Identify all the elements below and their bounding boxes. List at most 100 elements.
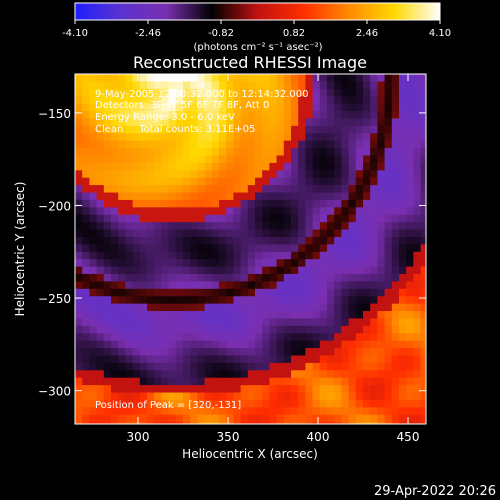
heatmap-cell xyxy=(305,266,314,275)
heatmap-cell xyxy=(406,199,414,208)
heatmap-cell xyxy=(269,192,278,201)
heatmap-cell xyxy=(168,81,177,90)
heatmap-cell xyxy=(262,214,270,223)
heatmap-cell xyxy=(283,355,292,364)
heatmap-cell xyxy=(305,370,314,379)
heatmap-cell xyxy=(413,140,422,149)
heatmap-cell xyxy=(219,125,227,134)
heatmap-cell xyxy=(399,162,407,171)
heatmap-cell xyxy=(175,140,184,149)
heatmap-cell xyxy=(384,422,393,424)
heatmap-cell xyxy=(370,414,378,423)
heatmap-cell xyxy=(96,236,105,245)
heatmap-cell xyxy=(363,333,371,342)
heatmap-cell xyxy=(82,244,90,253)
heatmap-cell xyxy=(132,148,141,156)
heatmap-cell xyxy=(75,111,83,119)
heatmap-cell xyxy=(132,333,141,342)
heatmap-cell xyxy=(319,259,328,268)
heatmap-cell xyxy=(298,362,306,371)
heatmap-cell xyxy=(103,133,112,142)
heatmap-cell xyxy=(334,207,342,216)
heatmap-cell xyxy=(154,340,162,349)
heatmap-cell xyxy=(305,303,314,312)
heatmap-cell xyxy=(240,170,249,179)
heatmap-cell xyxy=(75,125,83,134)
heatmap-cell xyxy=(139,155,148,164)
heatmap-cell xyxy=(226,333,234,342)
heatmap-cell xyxy=(247,303,256,312)
heatmap-cell xyxy=(298,214,306,223)
heatmap-cell xyxy=(420,185,426,194)
heatmap-cell xyxy=(175,288,184,297)
heatmap-cell xyxy=(276,303,285,312)
heatmap-cell xyxy=(168,355,177,364)
heatmap-cell xyxy=(341,96,350,105)
heatmap-cell xyxy=(305,407,314,416)
heatmap-cell xyxy=(283,229,292,238)
heatmap-cell xyxy=(139,340,148,349)
heatmap-cell xyxy=(132,392,141,401)
heatmap-cell xyxy=(341,148,350,156)
heatmap-cell xyxy=(147,177,155,186)
heatmap-cell xyxy=(111,340,119,349)
heatmap-cell xyxy=(370,274,378,282)
heatmap-cell xyxy=(269,399,278,408)
heatmap-cell xyxy=(413,385,422,394)
colorbar-tick-label: 0.82 xyxy=(283,28,305,39)
heatmap-cell xyxy=(413,348,422,356)
heatmap-cell xyxy=(255,140,263,149)
heatmap-cell xyxy=(247,399,256,408)
heatmap-cell xyxy=(240,148,249,156)
colorbar-ticks: -4.10 -2.46 -0.82 0.82 2.46 4.10 xyxy=(62,20,451,39)
heatmap-cell xyxy=(283,325,292,334)
heatmap-cell xyxy=(276,355,285,364)
heatmap-cell xyxy=(233,81,242,90)
heatmap-cell xyxy=(391,214,400,223)
heatmap-cell xyxy=(168,303,177,312)
heatmap-cell xyxy=(276,281,285,290)
heatmap-cell xyxy=(111,96,119,105)
heatmap-cell xyxy=(161,414,170,423)
heatmap-cell xyxy=(406,88,414,97)
plot-frame xyxy=(74,73,427,425)
heatmap-cell xyxy=(111,74,119,82)
heatmap-cell xyxy=(82,274,90,282)
heatmap-cell xyxy=(111,111,119,119)
heatmap-cell xyxy=(255,96,263,105)
heatmap-cell xyxy=(168,236,177,245)
heatmap-cell xyxy=(96,88,105,97)
heatmap-cell xyxy=(154,199,162,208)
heatmap-cell xyxy=(399,399,407,408)
heatmap-cell xyxy=(334,303,342,312)
heatmap-cell xyxy=(283,392,292,401)
heatmap-cell xyxy=(168,318,177,327)
heatmap-cell xyxy=(363,422,371,424)
heatmap-cell xyxy=(211,140,220,149)
heatmap-cell xyxy=(204,88,213,97)
heatmap-cell xyxy=(125,251,134,260)
heatmap-cell xyxy=(348,192,357,201)
heatmap-cell xyxy=(334,170,342,179)
heatmap-cell xyxy=(125,399,134,408)
heatmap-cell xyxy=(370,251,378,260)
heatmap-cell xyxy=(233,74,242,82)
heatmap-cell xyxy=(341,288,350,297)
heatmap-cell xyxy=(399,392,407,401)
heatmap-cell xyxy=(175,414,184,423)
heatmap-cell xyxy=(291,155,299,164)
heatmap-cell xyxy=(96,362,105,371)
heatmap-cell xyxy=(75,177,83,186)
heatmap-cell xyxy=(219,96,227,105)
heatmap-cell xyxy=(327,88,335,97)
heatmap-cell xyxy=(211,207,220,216)
heatmap-cell xyxy=(399,377,407,386)
heatmap-cell xyxy=(226,385,234,394)
heatmap-cell xyxy=(420,236,426,245)
heatmap-cell xyxy=(154,244,162,253)
heatmap-cell xyxy=(190,266,198,275)
heatmap-cell xyxy=(391,118,400,127)
heatmap-cell xyxy=(125,318,134,327)
heatmap-cell xyxy=(125,96,134,105)
heatmap-cell xyxy=(283,88,292,97)
